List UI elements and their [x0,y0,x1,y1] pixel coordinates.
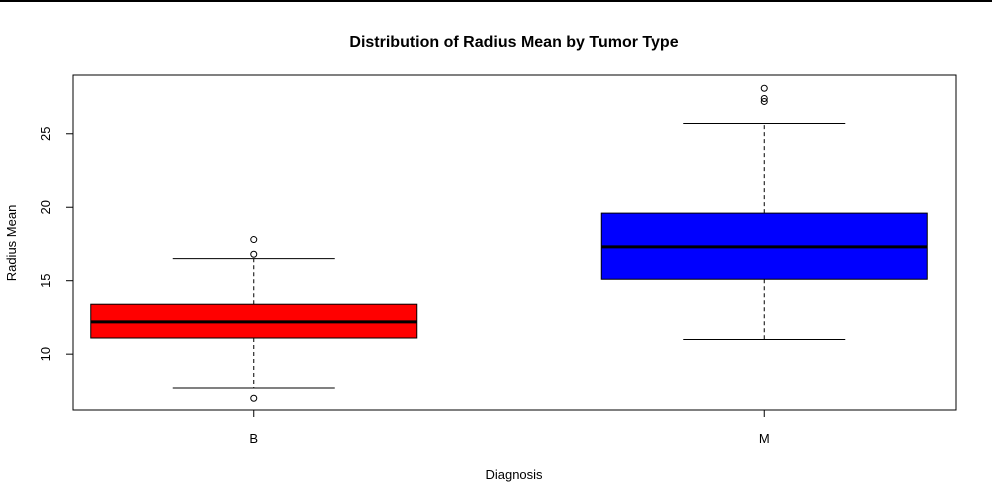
x-tick-label-b: B [249,431,258,446]
outlier-point-b-2 [250,236,258,244]
outlier-point-m-2 [760,84,768,92]
x-tick-label-m: M [759,431,770,446]
top-border [0,0,992,2]
outlier-point-b-1 [250,250,258,258]
y-tick-label-20: 20 [38,200,53,214]
outlier-point-m-1 [760,95,768,103]
y-tick-label-25: 25 [38,127,53,141]
outlier-point-m-0 [760,97,768,105]
x-axis-label: Diagnosis [485,467,543,482]
y-tick-label-15: 15 [38,273,53,287]
y-tick-label-10: 10 [38,347,53,361]
plot-layer: 10 15 20 25 B M [38,74,957,446]
chart-title: Distribution of Radius Mean by Tumor Typ… [349,34,678,51]
y-axis-label: Radius Mean [4,205,19,282]
plot-frame [72,74,957,411]
outlier-point-b-0 [250,394,258,402]
